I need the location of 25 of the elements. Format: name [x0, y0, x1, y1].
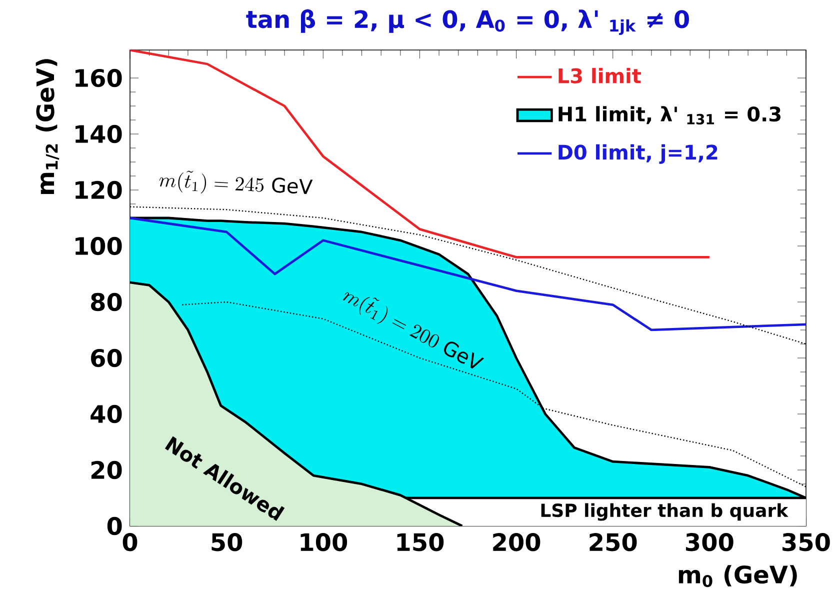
- x-tick-label: 50: [212, 533, 242, 552]
- legend-label: L3 limit: [558, 68, 641, 84]
- x-axis-title: m$_{0}$ (GeV): [678, 565, 797, 588]
- legend-label: D0 limit, j=1,2: [558, 144, 718, 164]
- y-tick-label: 0: [107, 516, 122, 536]
- band-label: LSP lighter than b quark: [541, 503, 788, 521]
- x-tick-label: 150: [397, 533, 444, 552]
- x-tick-label: 0: [122, 533, 138, 552]
- x-tick-label: 300: [686, 533, 734, 552]
- legend-label: H1 limit, λ' $_{131}$ = 0.3: [558, 106, 780, 124]
- y-tick-label: 60: [91, 348, 122, 368]
- y-tick-label: 140: [76, 124, 122, 144]
- x-tick-label: 200: [493, 533, 540, 552]
- x-tick-label: 250: [590, 533, 637, 552]
- x-tick-label: 100: [300, 533, 348, 552]
- annotation: $m(\tilde{t}_{1}) = 245\ \mathrm{GeV}$: [159, 170, 313, 194]
- chart-title: tan β = 2, μ < 0, A$_{0}$ = 0, λ' $_{1jk}$ ≠ 0: [246, 9, 689, 35]
- y-tick-label: 40: [90, 404, 122, 424]
- y-axis-title: m$_{1/2}$ (GeV): [36, 59, 60, 194]
- x-tick-label: 350: [782, 533, 830, 552]
- y-tick-label: 120: [76, 180, 122, 200]
- y-tick-label: 20: [91, 460, 122, 480]
- y-tick-label: 100: [76, 236, 122, 256]
- y-tick-label: 80: [91, 292, 122, 312]
- y-tick-label: 160: [76, 68, 122, 88]
